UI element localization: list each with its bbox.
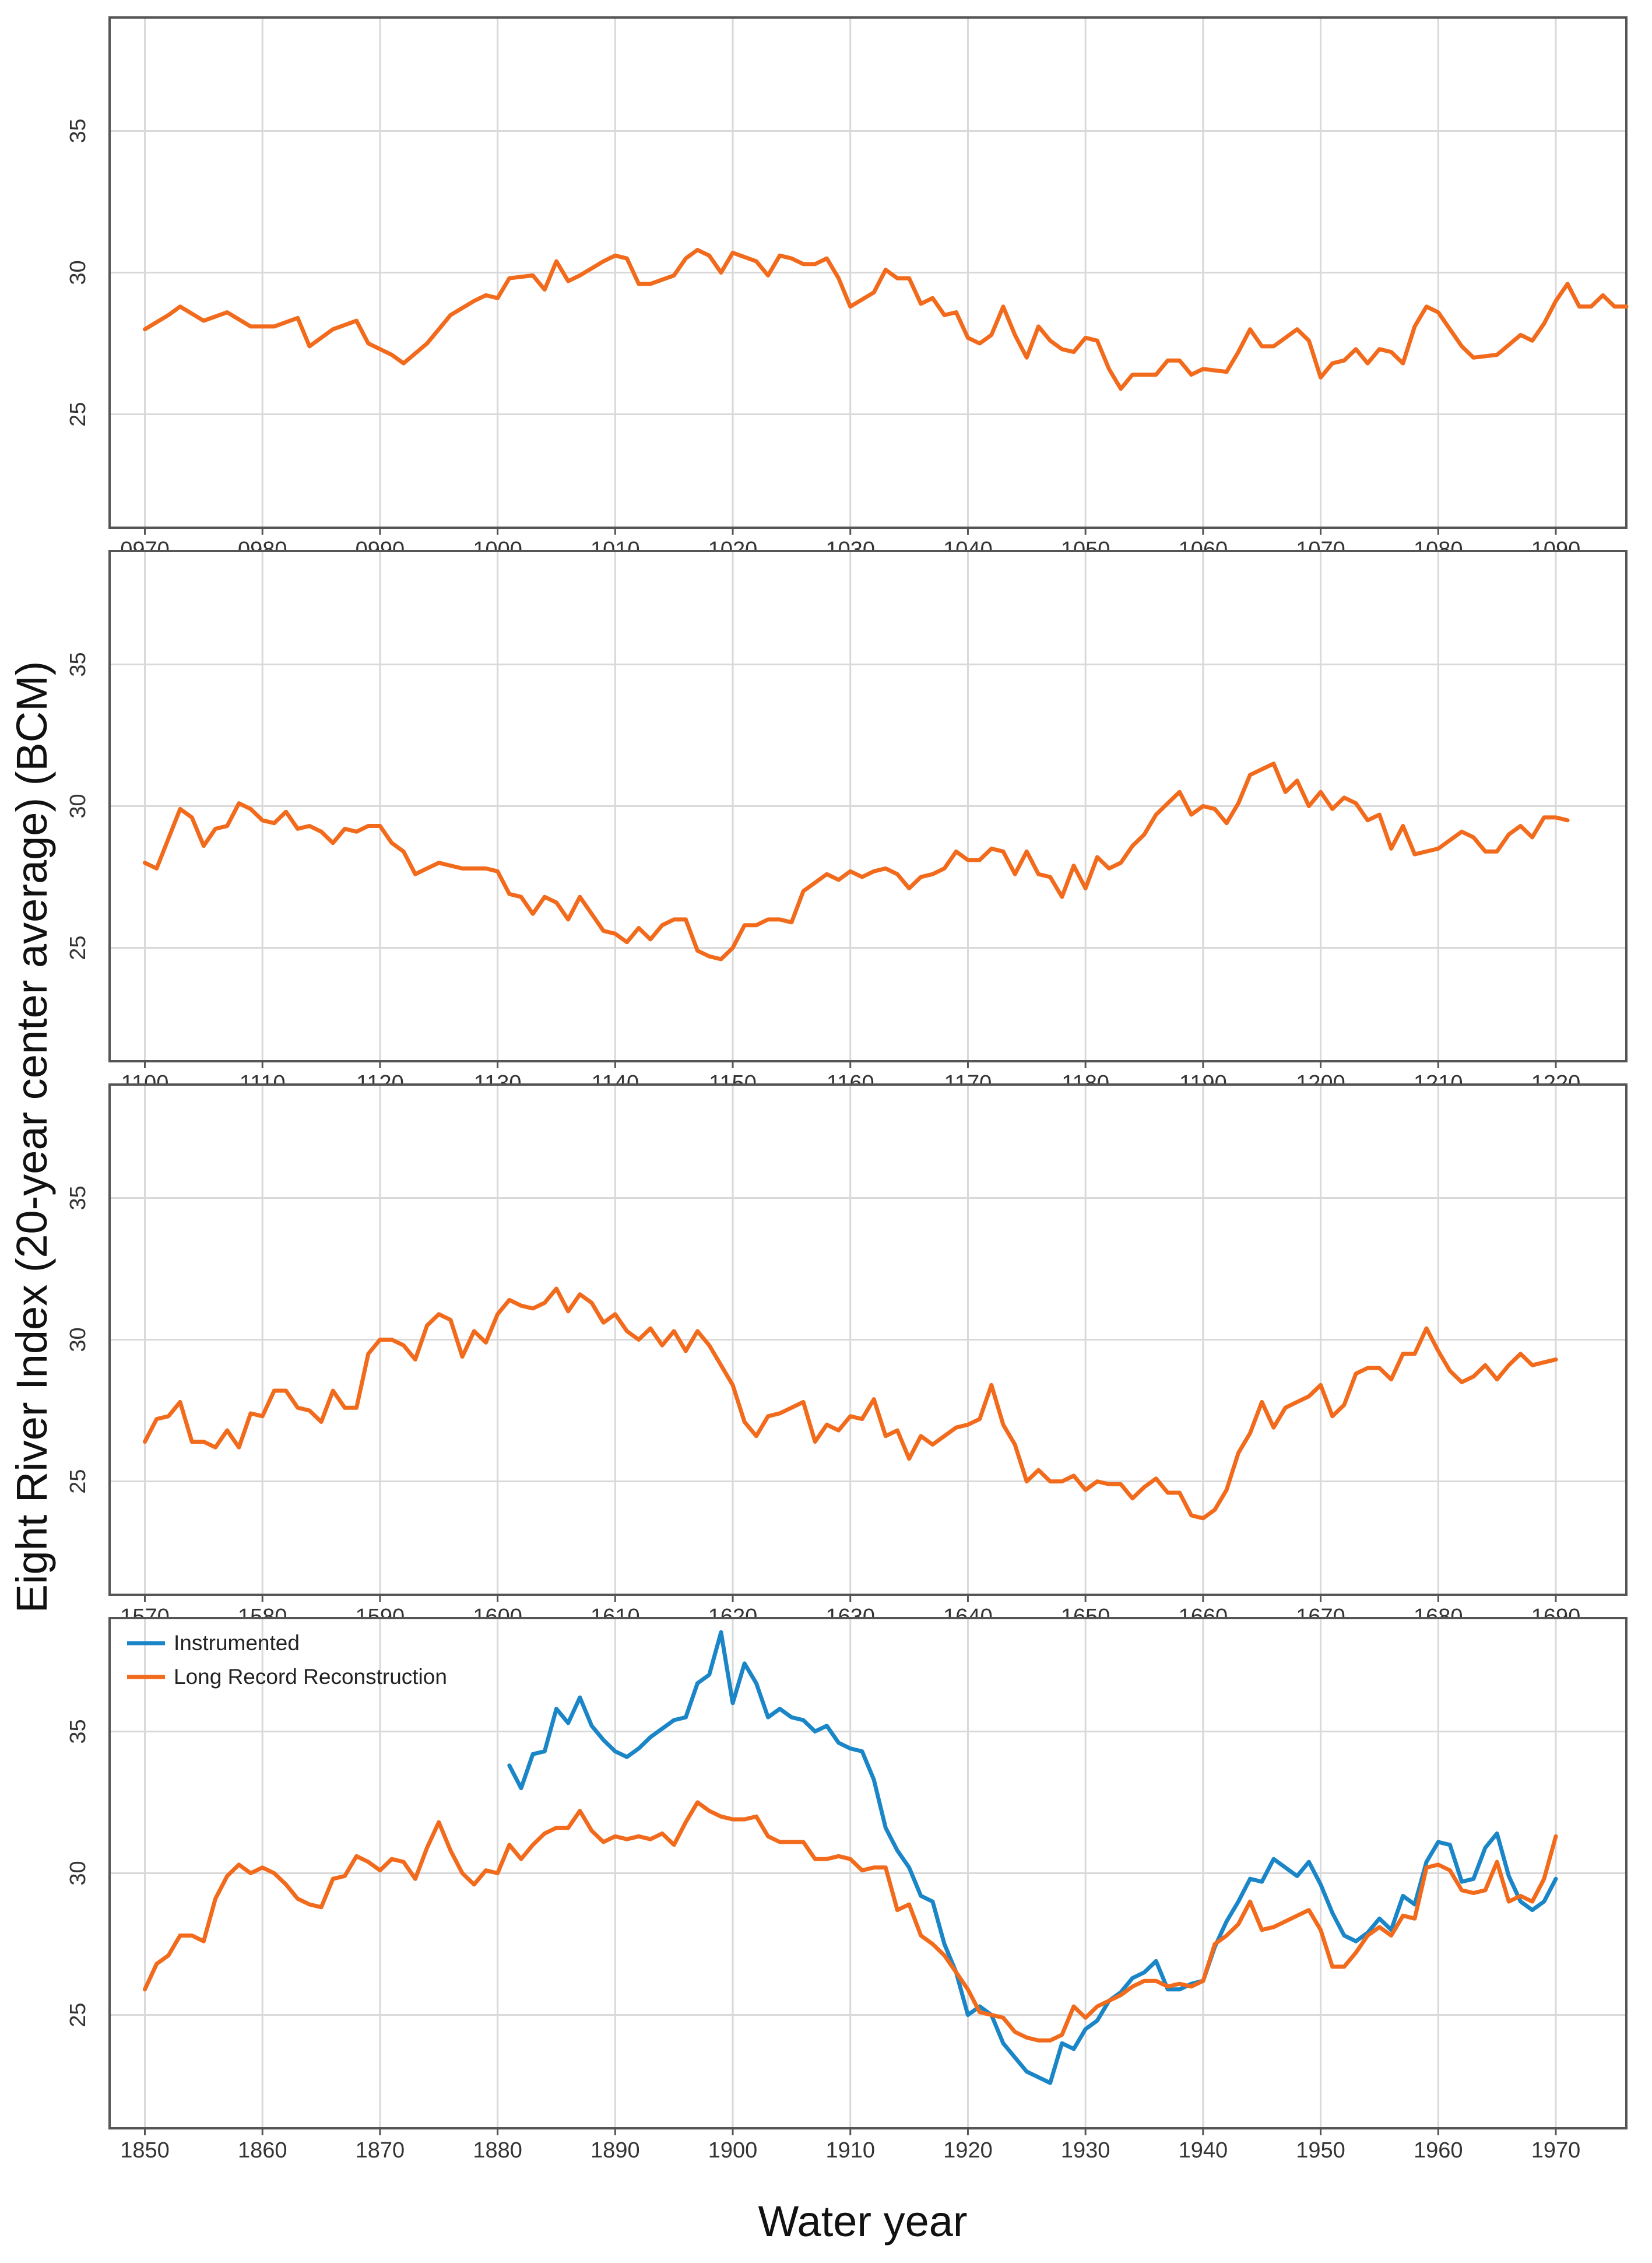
- x-tick-label: 1970: [1531, 2138, 1581, 2163]
- y-axis-title: Eight River Index (20-year center averag…: [8, 661, 56, 1613]
- y-tick-label: 30: [66, 1861, 90, 1885]
- y-tick-label: 30: [66, 794, 90, 818]
- plot-frame: [108, 1617, 1628, 2129]
- y-tick-label: 35: [66, 652, 90, 676]
- x-tick-label: 1880: [473, 2138, 522, 2163]
- y-tick-label: 30: [66, 260, 90, 285]
- plot-frame: [108, 16, 1628, 529]
- x-tick-label: 1900: [708, 2138, 758, 2163]
- plot-frame: [108, 550, 1628, 1062]
- x-tick-label: 1870: [356, 2138, 405, 2163]
- series-line-long-record-reconstruction: [143, 1800, 1558, 2043]
- y-tick-label: 35: [66, 118, 90, 143]
- legend-label-instrumented: Instrumented: [174, 1631, 300, 1655]
- chart-panel-4: 1850 1860 1870 1880 1890 1900 1910 1920 1930 1940…: [66, 1617, 1628, 2163]
- x-tick-label: 1910: [825, 2138, 875, 2163]
- y-tick-label: 25: [66, 935, 90, 960]
- series-line-long-record-reconstruction: [143, 248, 1629, 391]
- x-tick-label: 1960: [1414, 2138, 1463, 2163]
- chart-panel-3: 1570 1580 1590 1600 1610 1620 1630 1640 1650 1660…: [66, 1083, 1628, 1629]
- x-tick-label: 1860: [238, 2138, 287, 2163]
- series-line-long-record-reconstruction: [143, 762, 1570, 962]
- x-axis-title: Water year: [758, 2197, 967, 2246]
- y-tick-label: 35: [66, 1719, 90, 1743]
- series-line-instrumented: [507, 1630, 1558, 2085]
- y-tick-label: 25: [66, 402, 90, 426]
- x-tick-label: 1890: [590, 2138, 640, 2163]
- y-tick-label: 25: [66, 2002, 90, 2027]
- y-tick-label: 30: [66, 1327, 90, 1352]
- x-tick-label: 1950: [1296, 2138, 1345, 2163]
- x-tick-label: 1930: [1061, 2138, 1110, 2163]
- series-line-long-record-reconstruction: [143, 1286, 1558, 1521]
- x-tick-label: 1850: [120, 2138, 170, 2163]
- chart-panel-2: 1100 1110 1120 1130 1140 1150 1160 1170 1180 1190…: [66, 550, 1628, 1096]
- y-tick-label: 35: [66, 1185, 90, 1210]
- y-tick-label: 25: [66, 1469, 90, 1493]
- x-tick-label: 1920: [943, 2138, 993, 2163]
- x-tick-label: 1940: [1179, 2138, 1228, 2163]
- plot-frame: [108, 1083, 1628, 1596]
- chart-panel-1: 0970 0980 0990 1000 1010 1020 1030 1040 1050 1060…: [66, 16, 1629, 562]
- legend-label-long-record-reconstruction: Long Record Reconstruction: [174, 1665, 447, 1689]
